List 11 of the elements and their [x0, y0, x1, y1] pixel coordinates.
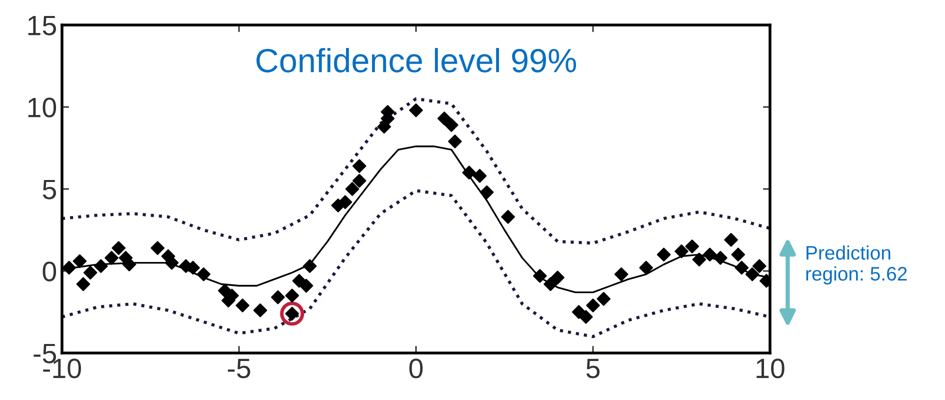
annotation: Confidence level 99%: [256, 48, 576, 72]
x-tick-label: -5: [228, 358, 250, 378]
text: Prediction region: 5.62: [806, 245, 907, 285]
x-tick-label: 0: [409, 358, 423, 378]
y-tick-label: 15: [28, 16, 56, 36]
x-tick-label: 10: [756, 358, 784, 378]
line-series: [62, 97, 770, 245]
y-tick-label: 0: [42, 262, 56, 282]
y-tick-label: 10: [28, 98, 56, 118]
y-tick-label: 5: [42, 180, 56, 200]
x-tick-label: 5: [586, 358, 600, 378]
